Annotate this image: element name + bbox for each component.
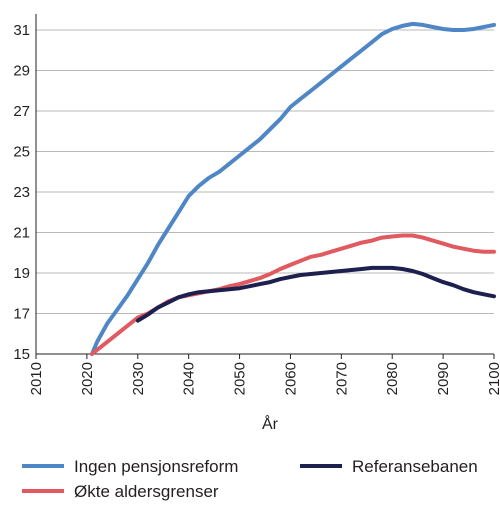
x-tick-label: 2100	[486, 362, 500, 395]
x-tick-label: 2060	[282, 362, 299, 395]
gridlines	[36, 29, 494, 314]
y-tick-label: 25	[13, 144, 30, 161]
y-tick-label: 15	[13, 346, 30, 363]
y-tick-label: 27	[13, 103, 30, 120]
series-line-1	[90, 21, 496, 356]
y-tick-label: 31	[13, 22, 30, 39]
legend-label: Ingen pensjonsreform	[74, 457, 238, 476]
y-tick-label: 17	[13, 306, 30, 323]
x-axis-title: År	[262, 414, 279, 433]
x-tick-label: 2090	[435, 362, 452, 395]
y-tick-label: 23	[13, 184, 30, 201]
tick-labels: 15 17 19 21 23 25 27 29 31 2010 2020 2030 2040 2050 20…	[13, 22, 500, 395]
series-line-3	[135, 265, 496, 323]
legend: Ingen pensjonsreform Økte aldersgrenser Re…	[22, 457, 478, 501]
y-tick-label: 29	[13, 63, 30, 80]
x-tick-label: 2010	[28, 362, 45, 395]
legend-label: Økte aldersgrenser	[74, 482, 219, 501]
x-tick-label: 2050	[232, 362, 249, 395]
y-tick-label: 21	[13, 225, 30, 242]
y-tick-label: 19	[13, 265, 30, 282]
x-tick-label: 2070	[333, 362, 350, 395]
legend-label: Referansebanen	[352, 457, 478, 476]
x-tick-label: 2040	[181, 362, 198, 395]
axes	[35, 14, 495, 359]
x-tick-label: 2030	[130, 362, 147, 395]
x-tick-label: 2080	[384, 362, 401, 395]
x-tick-label: 2020	[79, 362, 96, 395]
series-lines	[90, 21, 496, 356]
